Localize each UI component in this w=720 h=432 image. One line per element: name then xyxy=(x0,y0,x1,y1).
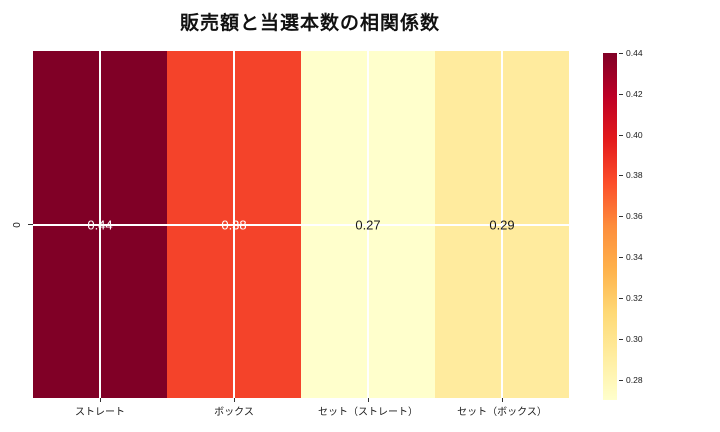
colorbar-tick-label: 0.40 xyxy=(626,129,643,140)
colorbar-tick-label: 0.32 xyxy=(626,292,643,303)
gridline-horizontal xyxy=(33,223,569,226)
cell-value-label: 0.38 xyxy=(221,217,247,232)
cell-value-label: 0.29 xyxy=(489,217,515,232)
x-axis-tick xyxy=(368,398,369,402)
colorbar xyxy=(603,53,617,400)
colorbar-tick-label: 0.42 xyxy=(626,88,643,99)
x-axis-tick xyxy=(100,398,101,402)
colorbar-tick-label: 0.38 xyxy=(626,170,643,181)
colorbar-tick xyxy=(619,53,623,54)
y-axis-tick-label: 0 xyxy=(12,222,23,228)
colorbar-tick-label: 0.30 xyxy=(626,333,643,344)
colorbar-tick-label: 0.28 xyxy=(626,374,643,385)
cell-value-label: 0.27 xyxy=(355,217,381,232)
x-axis-tick-label: ストレート xyxy=(75,407,125,418)
y-axis-tick xyxy=(28,224,33,225)
colorbar-tick xyxy=(619,297,623,299)
colorbar-tick xyxy=(619,257,623,259)
colorbar-tick xyxy=(619,134,623,136)
heatmap-plot-area: 0.44 0.38 0.27 0.29 xyxy=(33,51,569,398)
x-axis-tick xyxy=(234,398,235,402)
colorbar-tick xyxy=(619,93,623,95)
colorbar-tick xyxy=(619,175,623,177)
x-axis-tick-label: ボックス xyxy=(214,407,254,418)
x-axis-tick xyxy=(502,398,503,402)
chart-title: 販売額と当選本数の相関係数 xyxy=(179,13,440,34)
colorbar-tick xyxy=(619,216,623,218)
colorbar-tick xyxy=(619,379,623,381)
colorbar-tick-label: 0.34 xyxy=(626,252,643,263)
colorbar-tick-label: 0.36 xyxy=(626,211,643,222)
colorbar-tick-label: 0.44 xyxy=(626,48,643,58)
colorbar-tick xyxy=(619,338,623,340)
x-axis-tick-label: セット（ボックス） xyxy=(457,407,547,418)
cell-value-label: 0.44 xyxy=(87,217,113,232)
x-axis-tick-label: セット（ストレート） xyxy=(318,407,418,418)
